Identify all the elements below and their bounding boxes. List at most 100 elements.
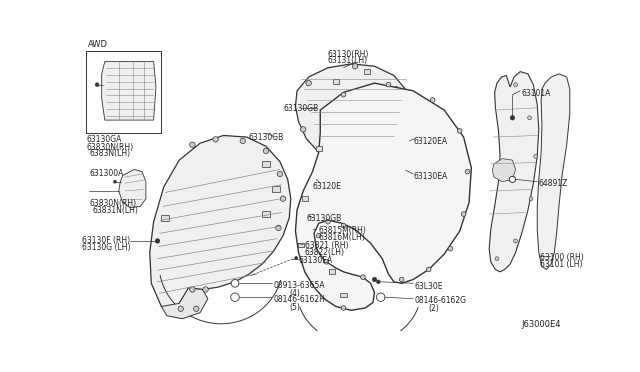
Text: 63130GB: 63130GB <box>307 214 342 223</box>
Text: 63130G (LH): 63130G (LH) <box>81 243 130 252</box>
Circle shape <box>232 295 237 300</box>
Polygon shape <box>489 71 539 272</box>
Circle shape <box>277 171 283 177</box>
Circle shape <box>333 160 339 165</box>
Polygon shape <box>296 64 410 164</box>
Text: 63130GB: 63130GB <box>283 104 318 113</box>
Circle shape <box>341 92 346 97</box>
Text: 63100 (RH): 63100 (RH) <box>540 253 583 262</box>
Circle shape <box>430 98 435 102</box>
Circle shape <box>326 219 330 224</box>
Circle shape <box>95 83 99 87</box>
Text: (5): (5) <box>289 302 300 312</box>
FancyBboxPatch shape <box>262 161 270 167</box>
Polygon shape <box>161 288 208 319</box>
Polygon shape <box>537 74 570 269</box>
Polygon shape <box>119 169 146 208</box>
Text: 6383N(LH): 6383N(LH) <box>90 150 131 158</box>
Circle shape <box>426 267 431 272</box>
Text: 63831N(LH): 63831N(LH) <box>92 206 138 215</box>
Text: 63120EA: 63120EA <box>413 137 447 146</box>
Text: 63131(LH): 63131(LH) <box>328 56 368 65</box>
Text: 63101A: 63101A <box>522 89 551 97</box>
Circle shape <box>376 280 380 284</box>
Circle shape <box>231 293 239 301</box>
Circle shape <box>458 129 462 133</box>
Circle shape <box>529 197 533 201</box>
Polygon shape <box>102 62 156 120</box>
Circle shape <box>189 287 195 292</box>
Text: 63130(RH): 63130(RH) <box>328 50 369 59</box>
FancyBboxPatch shape <box>262 211 270 217</box>
Text: 08913-6365A: 08913-6365A <box>274 281 325 290</box>
Circle shape <box>306 80 311 86</box>
Text: 63L30E: 63L30E <box>415 282 444 291</box>
Circle shape <box>213 137 218 142</box>
Circle shape <box>324 260 329 264</box>
Text: 64891Z: 64891Z <box>539 179 568 188</box>
Circle shape <box>280 196 286 201</box>
Text: AWD: AWD <box>88 40 108 49</box>
Polygon shape <box>492 158 516 182</box>
Circle shape <box>403 115 408 121</box>
Circle shape <box>276 225 281 231</box>
Circle shape <box>534 154 538 158</box>
Text: 63815M(RH): 63815M(RH) <box>319 225 367 235</box>
Circle shape <box>232 280 238 286</box>
Text: (2): (2) <box>429 304 440 313</box>
Circle shape <box>294 256 298 260</box>
Circle shape <box>301 126 306 132</box>
Circle shape <box>386 82 391 87</box>
Circle shape <box>510 115 515 120</box>
Circle shape <box>193 306 199 311</box>
Text: 08146-6162G: 08146-6162G <box>415 296 467 305</box>
Text: 63130EA: 63130EA <box>298 256 333 265</box>
FancyBboxPatch shape <box>272 186 280 192</box>
Circle shape <box>203 287 208 292</box>
Text: 631300A: 631300A <box>90 169 124 179</box>
FancyBboxPatch shape <box>364 69 370 74</box>
Circle shape <box>448 246 452 251</box>
Circle shape <box>383 156 389 161</box>
Polygon shape <box>86 51 161 133</box>
Text: 63101 (LH): 63101 (LH) <box>540 260 582 269</box>
Circle shape <box>341 306 346 310</box>
FancyBboxPatch shape <box>352 154 358 158</box>
Circle shape <box>341 223 346 228</box>
Circle shape <box>353 64 358 69</box>
Text: 63830N(RH): 63830N(RH) <box>90 199 136 208</box>
Circle shape <box>514 239 518 243</box>
Circle shape <box>231 279 239 287</box>
Circle shape <box>360 275 365 279</box>
Circle shape <box>372 277 377 282</box>
Text: 63816M(LH): 63816M(LH) <box>319 232 365 241</box>
Circle shape <box>495 257 499 261</box>
FancyBboxPatch shape <box>379 104 385 109</box>
Circle shape <box>465 169 470 174</box>
Text: 63130GB: 63130GB <box>249 133 284 142</box>
Circle shape <box>527 116 531 120</box>
FancyBboxPatch shape <box>333 79 339 84</box>
Circle shape <box>514 83 518 87</box>
FancyBboxPatch shape <box>161 215 169 221</box>
Circle shape <box>155 239 160 243</box>
Text: (4): (4) <box>289 289 300 298</box>
Circle shape <box>113 180 116 183</box>
Polygon shape <box>150 135 291 312</box>
Circle shape <box>316 233 321 238</box>
Circle shape <box>509 176 516 183</box>
Text: 63130GA: 63130GA <box>86 135 122 144</box>
FancyBboxPatch shape <box>340 293 347 297</box>
Text: 63822(LH): 63822(LH) <box>305 248 345 257</box>
Circle shape <box>378 295 383 300</box>
Circle shape <box>240 138 246 144</box>
Circle shape <box>376 293 385 301</box>
FancyBboxPatch shape <box>301 196 308 201</box>
FancyBboxPatch shape <box>298 243 304 247</box>
Text: J63000E4: J63000E4 <box>522 320 561 329</box>
Text: 63821 (RH): 63821 (RH) <box>305 241 348 250</box>
Text: 08146-6162H: 08146-6162H <box>274 295 326 304</box>
Circle shape <box>399 277 404 282</box>
Text: 63120E: 63120E <box>312 182 341 191</box>
Circle shape <box>394 87 399 92</box>
